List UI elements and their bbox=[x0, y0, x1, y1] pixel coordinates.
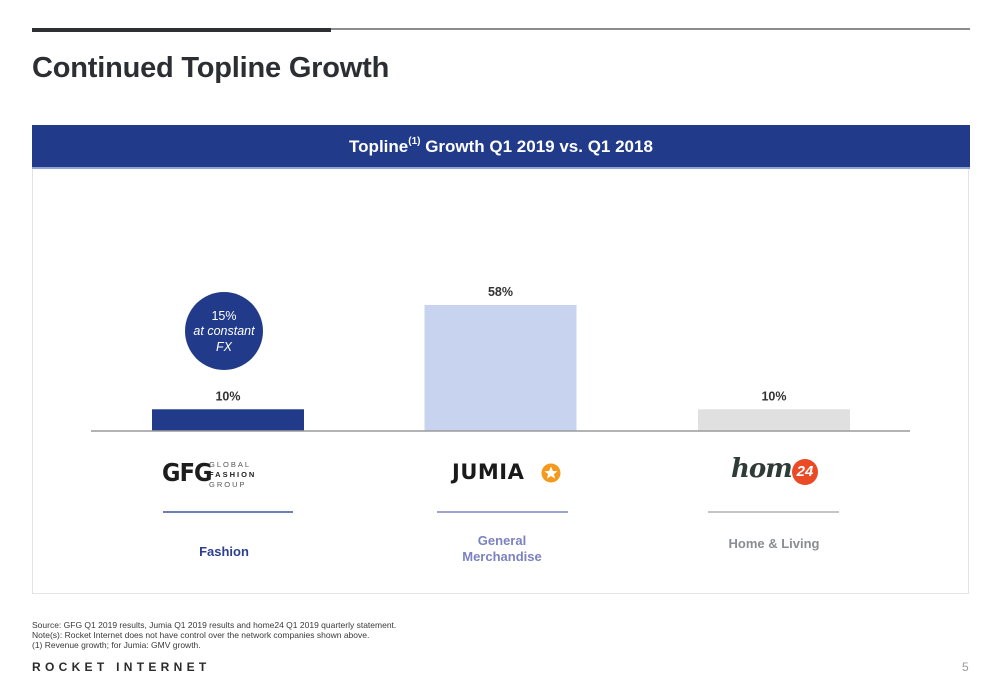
bar-fashion bbox=[152, 409, 304, 431]
annotation-line-3: FX bbox=[216, 340, 233, 354]
page-title: Continued Topline Growth bbox=[32, 52, 390, 84]
category-divider-general-merchandise bbox=[437, 511, 568, 513]
bar-home-living bbox=[698, 409, 850, 431]
category-label-line: General bbox=[477, 533, 527, 548]
gfg-logo-word-3: GROUP bbox=[209, 480, 247, 489]
category-label-line: Merchandise bbox=[462, 549, 542, 564]
category-label-line: Home & Living bbox=[728, 536, 820, 551]
chart-title-main: Topline bbox=[349, 137, 409, 156]
chart-title: Topline(1) Growth Q1 2019 vs. Q1 2018 bbox=[32, 125, 970, 169]
home24-badge-text: 24 bbox=[796, 463, 814, 480]
header-rule bbox=[32, 28, 970, 30]
header-rule-accent bbox=[32, 28, 331, 32]
category-label-home-living: Home & Living bbox=[694, 536, 854, 552]
gfg-logo-word-1: GLOBAL bbox=[209, 460, 252, 469]
home24-logo-badge: 24 bbox=[792, 459, 818, 485]
footnote-source: Source: GFG Q1 2019 results, Jumia Q1 20… bbox=[32, 620, 397, 630]
category-label-fashion: Fashion bbox=[144, 544, 304, 560]
annotation-circle bbox=[185, 292, 263, 370]
page-number: 5 bbox=[962, 660, 969, 674]
gfg-logo-word-2: FASHION bbox=[209, 470, 257, 479]
data-label-home-living: 10% bbox=[761, 389, 786, 403]
home24-logo: home 24 bbox=[731, 454, 823, 490]
footnotes: Source: GFG Q1 2019 results, Jumia Q1 20… bbox=[32, 620, 396, 650]
bar-general-merchandise bbox=[424, 305, 577, 431]
jumia-logo-word: JUMIA bbox=[452, 460, 525, 484]
gfg-logo-mark: GFG bbox=[162, 458, 213, 487]
annotation-line-2: at constant bbox=[193, 324, 255, 338]
category-divider-fashion bbox=[163, 511, 293, 513]
data-label-general-merchandise: 58% bbox=[488, 285, 513, 299]
category-label-general-merchandise: General Merchandise bbox=[422, 533, 582, 565]
category-divider-home-living bbox=[708, 511, 839, 513]
rocket-internet-logo: ROCKET INTERNET bbox=[32, 660, 211, 674]
star-icon bbox=[541, 463, 561, 483]
chart-title-footnote-ref: (1) bbox=[408, 136, 421, 147]
footnote-notes: Note(s): Rocket Internet does not have c… bbox=[32, 630, 370, 640]
gfg-logo: GFG GLOBAL FASHION GROUP bbox=[162, 458, 286, 490]
jumia-logo: JUMIA bbox=[452, 460, 564, 486]
annotation-line-1: 15% bbox=[211, 309, 236, 323]
chart-title-rest: Growth Q1 2019 vs. Q1 2018 bbox=[420, 137, 653, 156]
category-label-line: Fashion bbox=[199, 544, 249, 559]
constant-fx-annotation: 15% at constant FX bbox=[185, 292, 263, 370]
data-label-fashion: 10% bbox=[215, 389, 240, 403]
footnote-1: (1) Revenue growth; for Jumia: GMV growt… bbox=[32, 640, 201, 650]
